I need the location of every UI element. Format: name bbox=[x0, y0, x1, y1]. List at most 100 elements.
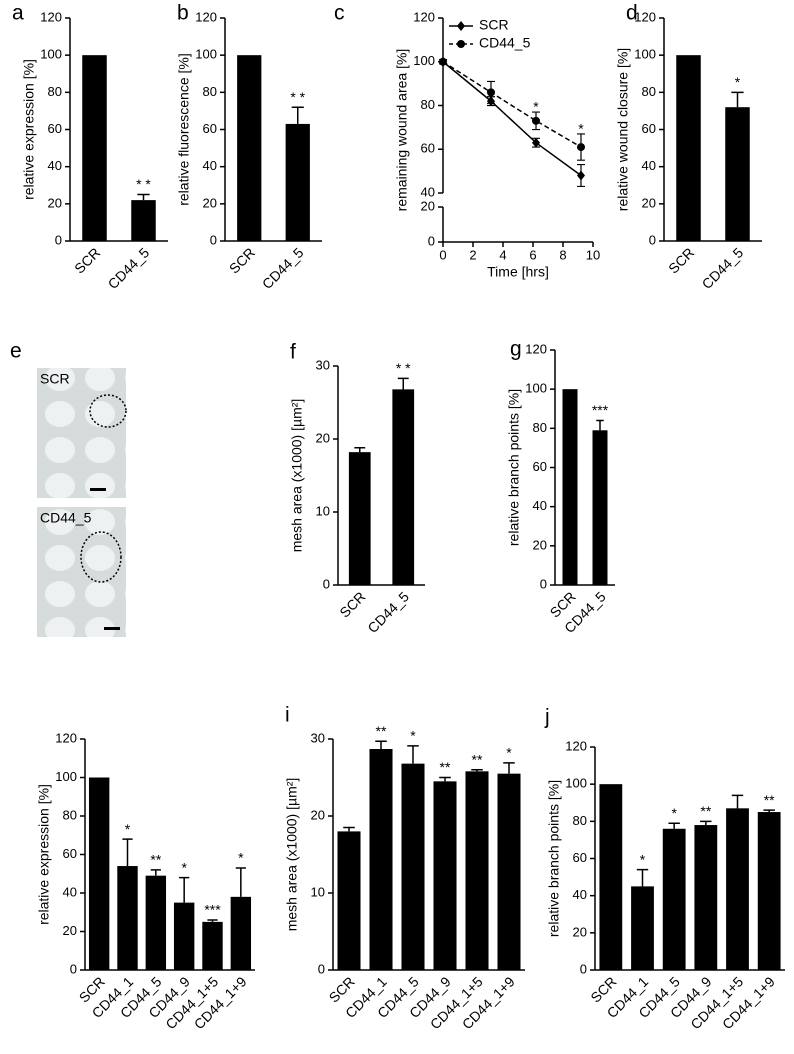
significance: ** bbox=[150, 852, 161, 868]
y-tick-label: 120 bbox=[40, 9, 62, 24]
bar bbox=[82, 55, 107, 241]
y-tick-label: 120 bbox=[565, 738, 587, 753]
y-tick-label: 100 bbox=[565, 776, 587, 791]
micrograph bbox=[37, 368, 126, 498]
y-tick-label: 40 bbox=[63, 884, 77, 899]
y-tick-label: 20 bbox=[63, 923, 77, 938]
y-tick-label: 80 bbox=[203, 84, 217, 99]
y-tick-label: 120 bbox=[195, 9, 217, 24]
x-axis-label: Time [hrs] bbox=[487, 264, 549, 280]
significance: * bbox=[671, 805, 677, 821]
error-bar bbox=[503, 762, 515, 774]
significance: *** bbox=[592, 402, 609, 418]
y-tick-label: 0 bbox=[318, 961, 325, 976]
panel-label: g bbox=[510, 338, 522, 361]
significance: * bbox=[735, 74, 741, 90]
significance: ** bbox=[700, 803, 711, 819]
y-tick-label: 20 bbox=[316, 430, 330, 445]
y-tick-label: 10 bbox=[311, 884, 325, 899]
bar bbox=[348, 452, 371, 585]
panel-label: f bbox=[290, 341, 296, 364]
significance: * bbox=[238, 850, 244, 866]
significance: * bbox=[181, 859, 187, 875]
bar bbox=[631, 886, 654, 970]
bar bbox=[562, 389, 578, 585]
error-bar bbox=[731, 794, 744, 809]
y-tick-label: 100 bbox=[195, 47, 217, 62]
y-tick-label: 100 bbox=[525, 381, 547, 396]
error-bar bbox=[397, 377, 409, 390]
bar bbox=[725, 107, 750, 241]
y-tick-label: 20 bbox=[48, 195, 62, 210]
legend-label: SCR bbox=[479, 17, 509, 33]
error-bar bbox=[439, 776, 451, 782]
y-tick-label: 100 bbox=[634, 47, 656, 62]
y-axis-label: mesh area (x1000) [µm²] bbox=[289, 399, 305, 553]
bar bbox=[465, 771, 489, 970]
y-tick-label: 40 bbox=[48, 158, 62, 173]
y-tick-label: 40 bbox=[203, 158, 217, 173]
y-tick-label: 40 bbox=[421, 184, 435, 199]
bar bbox=[117, 866, 138, 970]
y-tick-label: 60 bbox=[533, 459, 547, 474]
error-bar bbox=[179, 876, 190, 903]
marker bbox=[487, 88, 495, 97]
y-tick-label: 0 bbox=[55, 232, 62, 247]
scale-bar bbox=[104, 627, 120, 630]
y-tick-label: 120 bbox=[55, 730, 77, 745]
y-axis-label: relative expression [%] bbox=[21, 59, 37, 200]
bar bbox=[401, 763, 425, 970]
y-axis-label: relative branch points [%] bbox=[506, 389, 522, 546]
bar bbox=[237, 55, 262, 241]
y-tick-label: 100 bbox=[40, 47, 62, 62]
error-bar bbox=[471, 769, 483, 772]
significance: * bbox=[506, 745, 512, 761]
x-tick-label: SCR bbox=[665, 244, 697, 276]
y-tick-label: 100 bbox=[413, 53, 435, 68]
y-tick-label: 20 bbox=[311, 807, 325, 822]
error-bar bbox=[291, 106, 304, 124]
significance: * bbox=[578, 120, 584, 136]
y-tick-label: 60 bbox=[421, 141, 435, 156]
error-bar bbox=[150, 869, 161, 876]
y-tick-label: 100 bbox=[55, 769, 77, 784]
significance: ** bbox=[440, 759, 451, 775]
line bbox=[442, 61, 582, 177]
y-axis-label: relative fluorescence [%] bbox=[176, 53, 192, 206]
error-bar bbox=[235, 867, 246, 897]
error-bar bbox=[668, 822, 680, 829]
x-tick-label: 10 bbox=[586, 247, 600, 262]
y-tick-label: 30 bbox=[316, 357, 330, 372]
micrograph bbox=[37, 507, 126, 637]
bar bbox=[145, 875, 167, 970]
bar bbox=[694, 825, 718, 970]
y-tick-label: 0 bbox=[649, 232, 656, 247]
significance: * * bbox=[136, 176, 151, 192]
bar bbox=[285, 123, 310, 241]
significance: ** bbox=[376, 723, 387, 739]
bar bbox=[599, 784, 623, 970]
bar bbox=[433, 781, 457, 970]
y-axis-label: mesh area (x1000) [µm²] bbox=[284, 778, 300, 932]
x-tick-label: CD44_5 bbox=[105, 244, 153, 292]
y-axis-label: relative expression [%] bbox=[36, 784, 52, 925]
error-bar bbox=[207, 919, 218, 922]
panel-label: j bbox=[544, 706, 550, 729]
significance: ** bbox=[764, 792, 775, 808]
y-tick-label: 120 bbox=[525, 341, 547, 356]
panel-label: c bbox=[334, 2, 345, 25]
y-tick-label: 120 bbox=[413, 9, 435, 24]
bar bbox=[202, 921, 223, 970]
line bbox=[442, 61, 582, 148]
y-tick-label: 80 bbox=[642, 84, 656, 99]
y-tick-label: 30 bbox=[311, 730, 325, 745]
bar bbox=[497, 773, 521, 970]
y-tick-label: 20 bbox=[421, 198, 435, 213]
y-axis-label: relative branch points [%] bbox=[546, 780, 562, 937]
x-tick-label: 4 bbox=[499, 247, 506, 262]
y-tick-label: 60 bbox=[203, 121, 217, 136]
x-tick-label: 6 bbox=[529, 247, 536, 262]
x-tick-label: CD44_5 bbox=[259, 244, 307, 292]
y-tick-label: 80 bbox=[573, 813, 587, 828]
y-axis-label: relative wound closure [%] bbox=[615, 48, 631, 211]
